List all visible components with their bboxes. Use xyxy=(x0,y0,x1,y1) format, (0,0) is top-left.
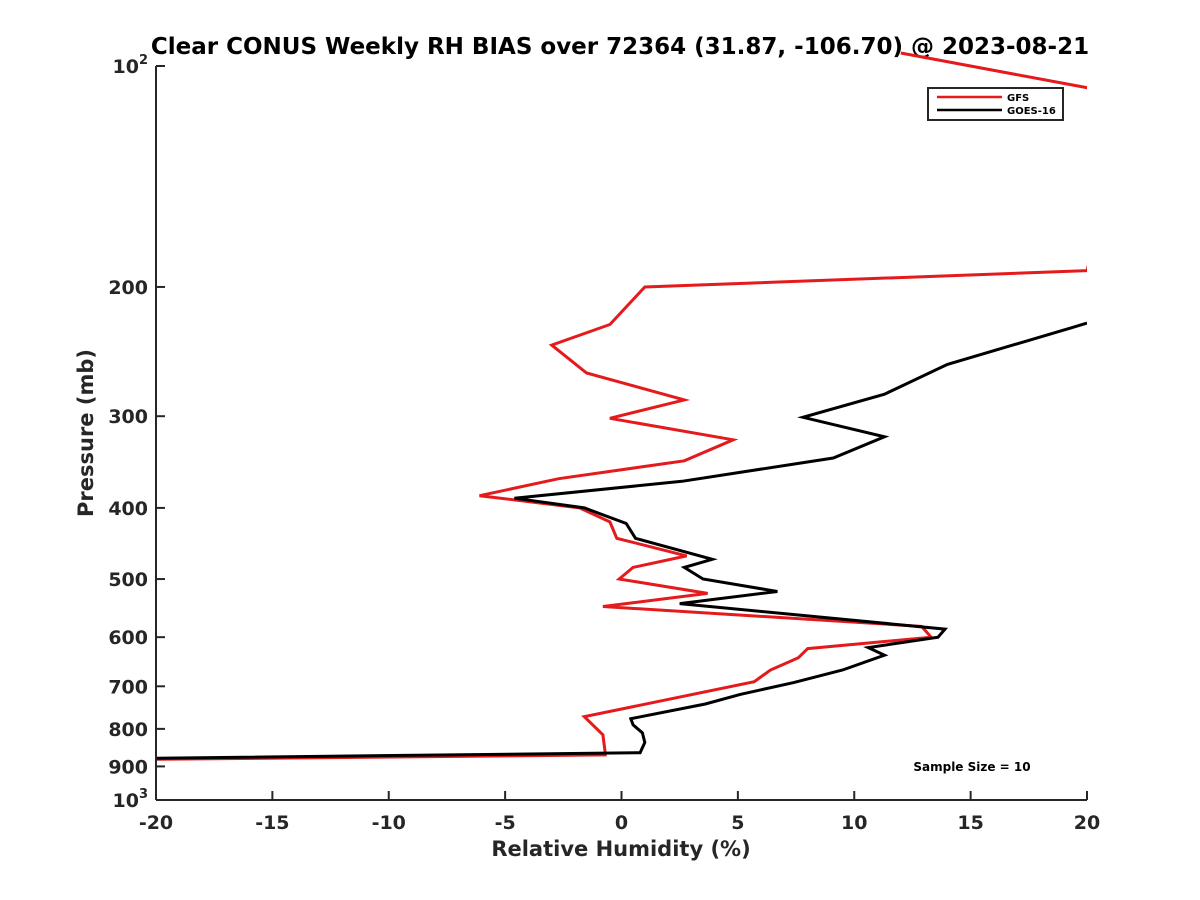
y-tick-label: 200 xyxy=(108,277,148,299)
x-tick-label: 0 xyxy=(615,812,628,834)
legend: GFS GOES-16 xyxy=(927,87,1064,121)
chart-title: Clear CONUS Weekly RH BIAS over 72364 (3… xyxy=(151,34,1089,60)
series-layer xyxy=(156,51,1087,761)
legend-label-goes-16: GOES-16 xyxy=(1007,106,1056,117)
series-line-gfs xyxy=(156,51,1087,761)
y-tick-label: 400 xyxy=(108,498,148,520)
x-tick-label: -15 xyxy=(255,812,289,834)
y-tick-label: 900 xyxy=(108,756,148,778)
y-tick-label: 700 xyxy=(108,676,148,698)
x-tick-label: -20 xyxy=(139,812,173,834)
legend-box xyxy=(927,87,1064,121)
x-axis-label: Relative Humidity (%) xyxy=(491,837,750,861)
y-ticks: 102 200 300 400 500 600 700 800 900 103 xyxy=(108,53,165,812)
y-tick-label: 600 xyxy=(108,627,148,649)
y-axis-label: Pressure (mb) xyxy=(74,349,98,517)
series-line-goes-16 xyxy=(156,321,1087,760)
y-tick-label: 103 xyxy=(113,787,149,812)
x-tick-label: -5 xyxy=(495,812,516,834)
x-tick-label: 20 xyxy=(1074,812,1100,834)
legend-label-gfs: GFS xyxy=(1007,93,1029,104)
x-tick-label: -10 xyxy=(372,812,406,834)
x-ticks: -20 -15 -10 -5 0 5 10 15 20 xyxy=(139,791,1100,834)
x-tick-label: 5 xyxy=(731,812,744,834)
y-tick-label: 800 xyxy=(108,719,148,741)
y-tick-label: 500 xyxy=(108,569,148,591)
y-tick-label: 300 xyxy=(108,406,148,428)
x-tick-label: 15 xyxy=(957,812,983,834)
sample-size-annotation: Sample Size = 10 xyxy=(913,760,1030,774)
x-tick-label: 10 xyxy=(841,812,867,834)
y-tick-label: 102 xyxy=(113,53,149,78)
